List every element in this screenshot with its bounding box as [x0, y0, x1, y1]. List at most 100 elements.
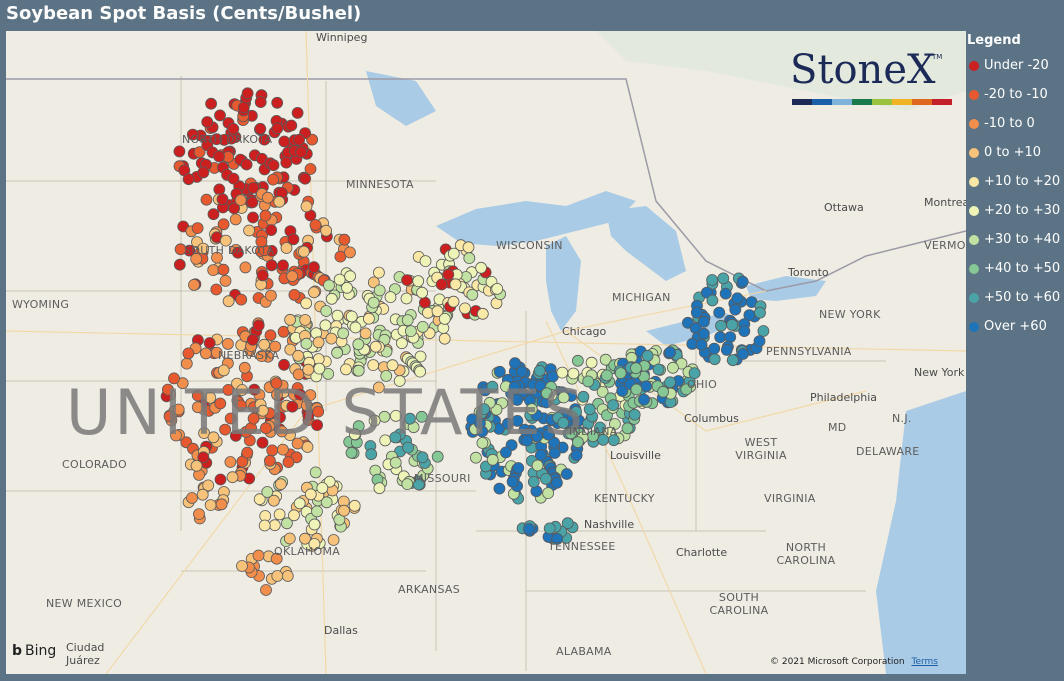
basis-point[interactable]: [325, 332, 338, 345]
basis-point[interactable]: [280, 156, 293, 169]
basis-point[interactable]: [421, 306, 434, 319]
basis-point[interactable]: [227, 172, 240, 185]
basis-point[interactable]: [630, 362, 642, 375]
basis-point[interactable]: [197, 451, 210, 464]
basis-point[interactable]: [415, 410, 428, 423]
basis-point[interactable]: [304, 389, 317, 402]
basis-point[interactable]: [172, 403, 185, 416]
basis-point[interactable]: [493, 365, 506, 378]
basis-point[interactable]: [309, 219, 322, 231]
basis-point[interactable]: [384, 291, 397, 304]
basis-point[interactable]: [299, 532, 311, 545]
basis-point[interactable]: [345, 310, 358, 323]
basis-point[interactable]: [616, 385, 629, 397]
basis-point[interactable]: [372, 266, 385, 279]
basis-point[interactable]: [447, 247, 460, 260]
basis-point[interactable]: [270, 377, 283, 390]
basis-point[interactable]: [219, 423, 232, 436]
basis-point[interactable]: [535, 449, 547, 461]
basis-point[interactable]: [211, 251, 223, 264]
basis-point[interactable]: [271, 388, 283, 401]
basis-point[interactable]: [267, 494, 280, 507]
legend-item[interactable]: Over +60: [966, 312, 1064, 341]
basis-point[interactable]: [462, 241, 475, 254]
basis-point[interactable]: [259, 209, 272, 222]
basis-point[interactable]: [442, 268, 455, 281]
basis-point[interactable]: [286, 400, 299, 413]
basis-point[interactable]: [247, 211, 259, 224]
basis-point[interactable]: [308, 518, 321, 531]
basis-point[interactable]: [274, 478, 287, 491]
basis-point[interactable]: [248, 383, 261, 396]
basis-point[interactable]: [607, 434, 620, 447]
basis-point[interactable]: [599, 353, 612, 366]
basis-point[interactable]: [754, 306, 766, 319]
basis-point[interactable]: [531, 459, 544, 472]
basis-point[interactable]: [706, 274, 718, 286]
basis-point[interactable]: [174, 243, 187, 256]
basis-point[interactable]: [308, 286, 320, 299]
basis-point[interactable]: [331, 346, 344, 359]
basis-point[interactable]: [736, 275, 749, 288]
basis-point[interactable]: [222, 383, 235, 396]
basis-point[interactable]: [323, 279, 335, 292]
basis-point[interactable]: [344, 270, 357, 283]
basis-point[interactable]: [585, 356, 598, 369]
basis-point[interactable]: [531, 430, 543, 443]
basis-point[interactable]: [414, 350, 427, 363]
legend-item[interactable]: 0 to +10: [966, 138, 1064, 167]
basis-point[interactable]: [217, 218, 230, 231]
basis-point[interactable]: [469, 451, 482, 464]
basis-point[interactable]: [708, 342, 721, 355]
basis-point[interactable]: [316, 482, 329, 494]
basis-point[interactable]: [226, 471, 239, 484]
basis-point[interactable]: [219, 234, 232, 247]
basis-point[interactable]: [583, 403, 596, 416]
basis-point[interactable]: [173, 145, 186, 158]
basis-point[interactable]: [438, 332, 451, 345]
basis-point[interactable]: [254, 122, 267, 135]
basis-point[interactable]: [447, 295, 460, 308]
basis-point[interactable]: [180, 357, 193, 370]
basis-point[interactable]: [719, 287, 732, 300]
basis-point[interactable]: [299, 314, 312, 326]
basis-point[interactable]: [609, 418, 621, 430]
legend-item[interactable]: Under -20: [966, 51, 1064, 80]
basis-point[interactable]: [697, 327, 710, 340]
basis-point[interactable]: [252, 549, 265, 562]
legend-item[interactable]: -10 to 0: [966, 109, 1064, 138]
basis-point[interactable]: [320, 305, 333, 317]
basis-point[interactable]: [247, 181, 260, 194]
basis-point[interactable]: [222, 295, 235, 308]
basis-point[interactable]: [273, 195, 286, 208]
basis-point[interactable]: [256, 269, 269, 282]
basis-point[interactable]: [241, 446, 254, 459]
basis-point[interactable]: [431, 450, 444, 463]
basis-point[interactable]: [556, 366, 569, 379]
basis-point[interactable]: [269, 340, 282, 353]
basis-point[interactable]: [258, 338, 271, 351]
basis-point[interactable]: [412, 275, 425, 288]
basis-point[interactable]: [331, 309, 344, 322]
basis-point[interactable]: [412, 478, 425, 491]
basis-point[interactable]: [373, 284, 386, 297]
basis-point[interactable]: [311, 505, 323, 518]
basis-point[interactable]: [216, 193, 229, 206]
basis-point[interactable]: [724, 331, 737, 344]
basis-point[interactable]: [401, 314, 414, 327]
basis-point[interactable]: [228, 202, 241, 215]
basis-point[interactable]: [338, 504, 350, 517]
basis-point[interactable]: [414, 365, 427, 378]
basis-point[interactable]: [224, 456, 237, 468]
legend-item[interactable]: +50 to +60: [966, 283, 1064, 312]
basis-point[interactable]: [641, 349, 654, 362]
basis-point[interactable]: [215, 498, 228, 511]
basis-point[interactable]: [327, 534, 340, 546]
basis-point[interactable]: [260, 584, 272, 596]
basis-point[interactable]: [389, 456, 402, 469]
basis-point[interactable]: [284, 343, 297, 356]
basis-point[interactable]: [236, 560, 248, 572]
basis-point[interactable]: [246, 333, 259, 346]
basis-point[interactable]: [680, 383, 693, 396]
basis-point[interactable]: [560, 468, 573, 480]
